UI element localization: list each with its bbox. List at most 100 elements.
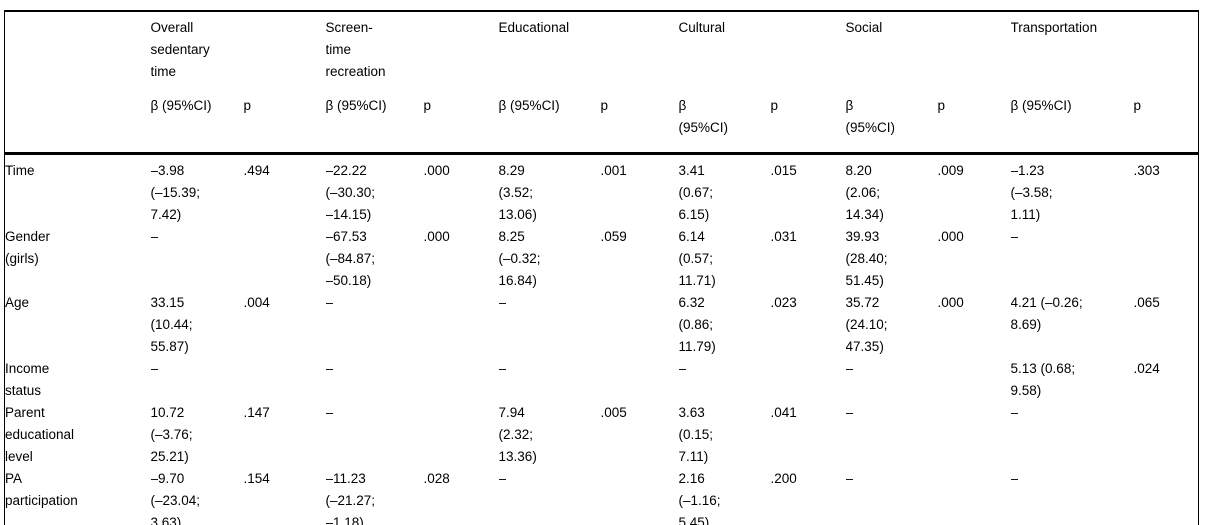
cell-beta: 39.93 (28.40; 51.45): [845, 229, 888, 288]
table-row-parent-educational-level: Parent educational level 10.72 (–3.76; 2…: [5, 402, 1199, 468]
cell-beta: –: [498, 471, 507, 486]
cell-p: .000: [423, 229, 450, 244]
regression-results-table: Overall sedentary time Screen- time recr…: [4, 10, 1200, 525]
cell-p: .000: [937, 229, 964, 244]
cell-beta: –9.70 (–23.04; 3.63): [150, 471, 201, 525]
cell-p: .059: [600, 229, 627, 244]
cell-p: [424, 292, 499, 358]
cell-beta: 8.25 (–0.32; 16.84): [498, 229, 541, 288]
table-row-income-status: Income status – – – – – 5.13 (0.68; 9.58…: [5, 358, 1199, 402]
beta-ci-header-social: β (95%CI): [845, 98, 896, 135]
cell-p: .041: [770, 405, 797, 420]
cell-p: [938, 358, 1011, 402]
cell-p: [771, 358, 846, 402]
cell-beta: 3.41 (0.67; 6.15): [678, 163, 714, 222]
cell-p: .031: [770, 229, 797, 244]
column-group-header-row: Overall sedentary time Screen- time recr…: [5, 11, 1199, 83]
cell-p: .147: [243, 405, 270, 420]
cell-beta: 10.72 (–3.76; 25.21): [150, 405, 193, 464]
p-header-overall: p: [243, 98, 252, 113]
cell-beta: –22.22 (–30.30; –14.15): [325, 163, 376, 222]
cell-beta: –: [678, 361, 687, 376]
cell-p: .024: [1133, 361, 1160, 376]
cell-p: .000: [423, 163, 450, 178]
table-row-age: Age 33.15 (10.44; 55.87) .004 – – 6.32 (…: [5, 292, 1199, 358]
p-header-screen: p: [423, 98, 432, 113]
corner-cell-sub: [5, 83, 151, 154]
row-label: Parent educational level: [5, 405, 75, 464]
cell-p: .494: [243, 163, 270, 178]
table-row-time: Time –3.98 (–15.39; 7.42) .494 –22.22 (–…: [5, 154, 1199, 227]
cell-beta: –: [845, 361, 854, 376]
col-group-social: Social: [845, 20, 883, 35]
cell-p: [601, 358, 679, 402]
p-header-educational: p: [600, 98, 609, 113]
p-header-transportation: p: [1133, 98, 1142, 113]
cell-p: [938, 402, 1011, 468]
cell-p: .303: [1133, 163, 1160, 178]
table-row-gender: Gender (girls) – –67.53 (–84.87; –50.18)…: [5, 226, 1199, 292]
cell-beta: –: [845, 405, 854, 420]
beta-ci-header-transportation: β (95%CI): [1010, 98, 1072, 113]
cell-beta: 33.15 (10.44; 55.87): [150, 295, 193, 354]
cell-p: [601, 292, 679, 358]
row-label: Gender (girls): [5, 229, 51, 266]
cell-p: [244, 226, 326, 292]
cell-p: .001: [600, 163, 627, 178]
cell-beta: –: [1010, 405, 1019, 420]
cell-beta: –67.53 (–84.87; –50.18): [325, 229, 376, 288]
cell-p: .065: [1133, 295, 1160, 310]
cell-beta: 2.16 (–1.16; 5.45): [678, 471, 721, 525]
cell-p: .154: [243, 471, 270, 486]
cell-beta: –11.23 (–21.27; –1.18): [325, 471, 376, 525]
cell-p: .023: [770, 295, 797, 310]
cell-beta: –: [325, 295, 334, 310]
cell-beta: 4.21 (–0.26; 8.69): [1010, 295, 1083, 332]
p-header-cultural: p: [770, 98, 779, 113]
beta-ci-header-screen: β (95%CI): [325, 98, 387, 113]
beta-ci-header-overall: β (95%CI): [150, 98, 212, 113]
cell-p: .028: [423, 471, 450, 486]
cell-p: [938, 468, 1011, 525]
cell-beta: –: [498, 361, 507, 376]
cell-p: .004: [243, 295, 270, 310]
cell-beta: –: [150, 229, 159, 244]
row-label: PA participation: [5, 471, 78, 508]
col-group-screen-time-recreation: Screen- time recreation: [325, 20, 386, 79]
col-group-cultural: Cultural: [678, 20, 726, 35]
cell-beta: –: [1010, 471, 1019, 486]
cell-p: .009: [937, 163, 964, 178]
cell-beta: –1.23 (–3.58; 1.11): [1010, 163, 1053, 222]
cell-p: .005: [600, 405, 627, 420]
cell-p: [1134, 402, 1199, 468]
table-row-pa-participation: PA participation –9.70 (–23.04; 3.63) .1…: [5, 468, 1199, 525]
cell-beta: –: [150, 361, 159, 376]
row-label: Income status: [5, 361, 50, 398]
cell-beta: 5.13 (0.68; 9.58): [1010, 361, 1076, 398]
corner-cell: [5, 11, 151, 83]
cell-beta: 3.63 (0.15; 7.11): [678, 405, 714, 464]
cell-p: .015: [770, 163, 797, 178]
cell-p: [1134, 468, 1199, 525]
beta-ci-header-educational: β (95%CI): [498, 98, 560, 113]
col-group-educational: Educational: [498, 20, 570, 35]
cell-beta: 8.29 (3.52; 13.06): [498, 163, 537, 222]
cell-p: [244, 358, 326, 402]
cell-p: [1134, 226, 1199, 292]
col-group-transportation: Transportation: [1010, 20, 1098, 35]
cell-beta: –3.98 (–15.39; 7.42): [150, 163, 201, 222]
cell-beta: –: [845, 471, 854, 486]
cell-beta: –: [325, 405, 334, 420]
row-label: Time: [5, 163, 35, 178]
cell-p: [424, 358, 499, 402]
cell-p: .000: [937, 295, 964, 310]
beta-ci-header-cultural: β (95%CI): [678, 98, 729, 135]
cell-beta: –: [498, 295, 507, 310]
row-label: Age: [5, 295, 30, 310]
cell-beta: 6.14 (0.57; 11.71): [678, 229, 716, 288]
cell-beta: 35.72 (24.10; 47.35): [845, 295, 888, 354]
cell-beta: 7.94 (2.32; 13.36): [498, 405, 537, 464]
cell-beta: 6.32 (0.86; 11.79): [678, 295, 716, 354]
cell-p: .200: [770, 471, 797, 486]
